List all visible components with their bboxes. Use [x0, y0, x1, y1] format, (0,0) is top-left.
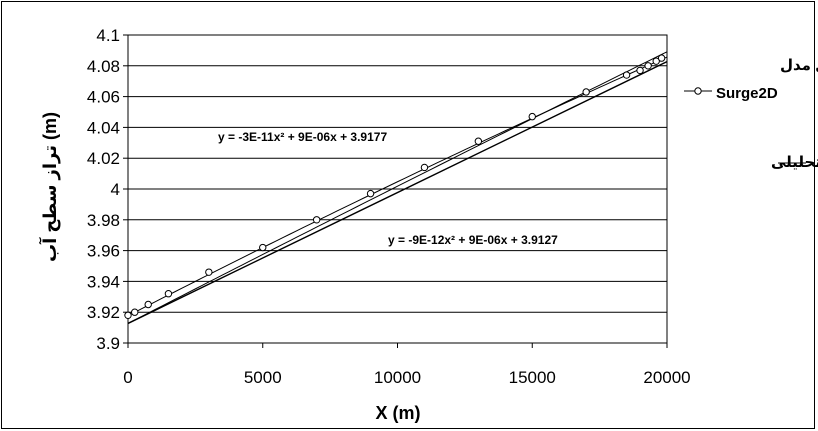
- gridlines: [128, 34, 667, 344]
- series-model-point-2: [144, 300, 152, 309]
- legend-label-model-line1: حل مدل: [780, 57, 818, 74]
- y-tick-label-2: 3.94: [87, 272, 120, 291]
- series-model-point-13: [636, 66, 644, 75]
- series-model-point-12: [622, 71, 631, 79]
- y-tick-label-10: 4.1: [96, 26, 120, 45]
- trendline-2: [127, 51, 668, 324]
- series-model-point-15: [652, 57, 660, 65]
- series-model-point-3: [164, 290, 173, 298]
- x-axis-label: X (m): [376, 403, 421, 423]
- series-model-point-11: [582, 88, 590, 96]
- series: [124, 51, 668, 325]
- series-analytic-line: [127, 61, 668, 325]
- y-tick-label-8: 4.06: [87, 88, 120, 107]
- series-model-point-4: [205, 268, 213, 276]
- x-tick-label-2: 10000: [374, 368, 421, 387]
- tick-labels: 3.9 3.92 3.94 3.96 3.98 4 4.02 4.04 4.06 4.08 4.1 0…: [87, 26, 691, 387]
- series-model-point-10: [528, 112, 536, 121]
- series-model-point-14: [644, 62, 652, 70]
- series-model-point-7: [366, 189, 375, 198]
- x-tick-label-3: 15000: [509, 368, 556, 387]
- series-model-point-8: [420, 163, 429, 172]
- y-tick-label-7: 4.04: [87, 118, 120, 137]
- y-tick-label-6: 4.02: [87, 149, 120, 168]
- x-tick-label-0: 0: [123, 368, 132, 387]
- legend: حل مدل Surge2D حل تحليلى: [684, 57, 818, 171]
- y-axis-label: (m) تراز سطح آب: [38, 112, 61, 262]
- trendline-equation-2: y = -9E-12x² + 9E-06x + 3.9127: [388, 233, 558, 247]
- series-model-point-1: [131, 308, 139, 316]
- y-tick-label-5: 4: [111, 180, 120, 199]
- series-model-point-16: [657, 54, 666, 62]
- legend-label-model-line2: Surge2D: [716, 85, 778, 102]
- trendline-1: [127, 56, 668, 317]
- legend-swatch-model: [684, 87, 712, 95]
- y-tick-label-1: 3.92: [87, 303, 120, 322]
- x-tick-label-4: 20000: [643, 368, 690, 387]
- y-tick-label-9: 4.08: [87, 57, 120, 76]
- series-model-point-6: [312, 216, 321, 224]
- y-tick-label-3: 3.96: [87, 242, 120, 261]
- trendline-equation-1: y = -3E-11x² + 9E-06x + 3.9177: [218, 130, 387, 144]
- x-tick-label-1: 5000: [244, 368, 282, 387]
- series-model-point-9: [474, 137, 483, 145]
- y-tick-label-4: 3.98: [87, 211, 120, 230]
- series-model-point-5: [259, 243, 267, 252]
- series-model-point-0: [124, 311, 132, 319]
- y-tick-label-0: 3.9: [96, 334, 120, 353]
- axes: [123, 34, 668, 348]
- plot-area-border: [127, 34, 668, 344]
